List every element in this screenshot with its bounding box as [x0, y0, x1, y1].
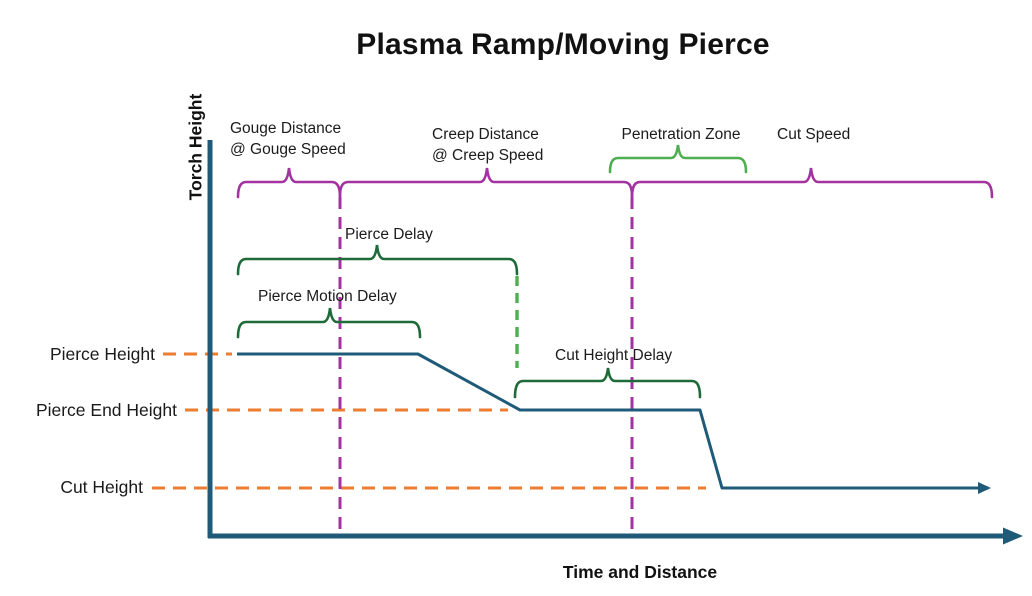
creep-distance-label-line1: Creep Distance: [432, 126, 539, 143]
pierce-height-label: Pierce Height: [49, 344, 155, 364]
creep-distance-label-line2: @ Creep Speed: [432, 147, 544, 164]
page-title: Plasma Ramp/Moving Pierce: [356, 28, 770, 61]
pierce-end-height-label: Pierce End Height: [35, 400, 177, 420]
pierce-delay-label: Pierce Delay: [345, 226, 433, 243]
gouge-distance-brace: [236, 167, 342, 199]
torch-height-profile-line: [237, 352, 979, 490]
torch-line-arrowhead: [978, 482, 991, 494]
cut-height-delay-label: Cut Height Delay: [555, 347, 673, 364]
gouge-distance-label-line1: Gouge Distance: [230, 120, 342, 137]
cut-speed-brace: [630, 167, 994, 199]
creep-distance-label: Creep Distance @ Creep Speed: [432, 124, 543, 166]
cut-height-label: Cut Height: [60, 477, 143, 497]
cut-height-delay-brace: [513, 367, 702, 399]
pierce-delay-brace: [236, 244, 519, 276]
x-axis-arrowhead: [1003, 527, 1023, 545]
gouge-distance-label: Gouge Distance @ Gouge Speed: [230, 118, 346, 160]
y-axis-label: Torch Height: [185, 93, 206, 201]
x-axis-label: Time and Distance: [562, 562, 718, 582]
penetration-zone-brace: [608, 144, 748, 174]
gouge-distance-label-line2: @ Gouge Speed: [230, 141, 346, 158]
pierce-motion-delay-brace: [236, 307, 422, 339]
cut-speed-label: Cut Speed: [777, 126, 851, 143]
creep-distance-brace: [338, 167, 634, 198]
pierce-motion-delay-label: Pierce Motion Delay: [258, 288, 397, 305]
penetration-zone-label: Penetration Zone: [621, 126, 741, 143]
